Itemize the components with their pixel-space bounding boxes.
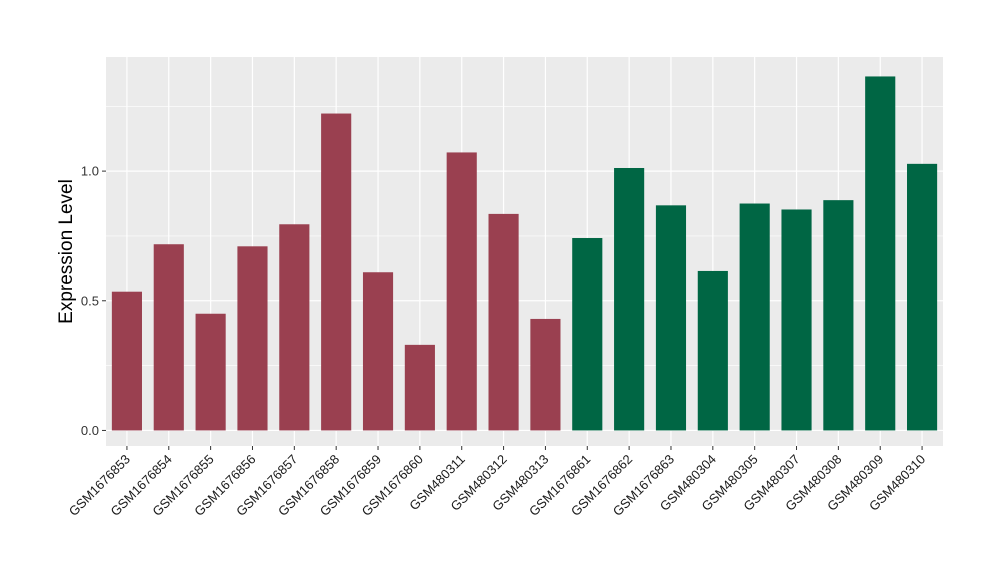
- bar-GSM480312: [488, 213, 519, 431]
- bar-GSM480310: [907, 163, 938, 431]
- y-axis: 0.0 0.5 1.0: [81, 164, 106, 438]
- bar-GSM1676859: [362, 272, 394, 431]
- bar-GSM480309: [865, 76, 896, 431]
- bar-GSM1676860: [404, 344, 435, 431]
- y-tick-label: 0.0: [81, 423, 99, 438]
- y-tick-label: 0.5: [81, 293, 99, 308]
- bar-GSM1676861: [572, 238, 603, 431]
- bar-GSM480308: [823, 200, 854, 431]
- bar-GSM480311: [446, 152, 477, 431]
- bar-GSM1676857: [279, 224, 310, 431]
- bar-GSM1676856: [237, 246, 268, 431]
- bar-GSM1676862: [614, 167, 645, 431]
- y-tick-label: 1.0: [81, 164, 99, 179]
- bar-GSM1676853: [111, 291, 142, 431]
- bar-GSM480307: [781, 209, 812, 431]
- bar-GSM1676863: [655, 205, 687, 431]
- bar-GSM480304: [697, 270, 728, 431]
- x-axis: GSM1676853GSM1676854GSM1676855GSM1676856…: [66, 446, 928, 519]
- y-axis-title: Expression Level: [56, 179, 77, 324]
- bar-GSM1676855: [195, 313, 226, 431]
- bar-GSM1676854: [153, 244, 184, 431]
- bar-GSM480313: [530, 318, 561, 431]
- bars: [111, 76, 938, 431]
- bar-GSM1676858: [321, 113, 352, 431]
- bar-GSM480305: [739, 203, 770, 431]
- plot-panel: [106, 57, 943, 446]
